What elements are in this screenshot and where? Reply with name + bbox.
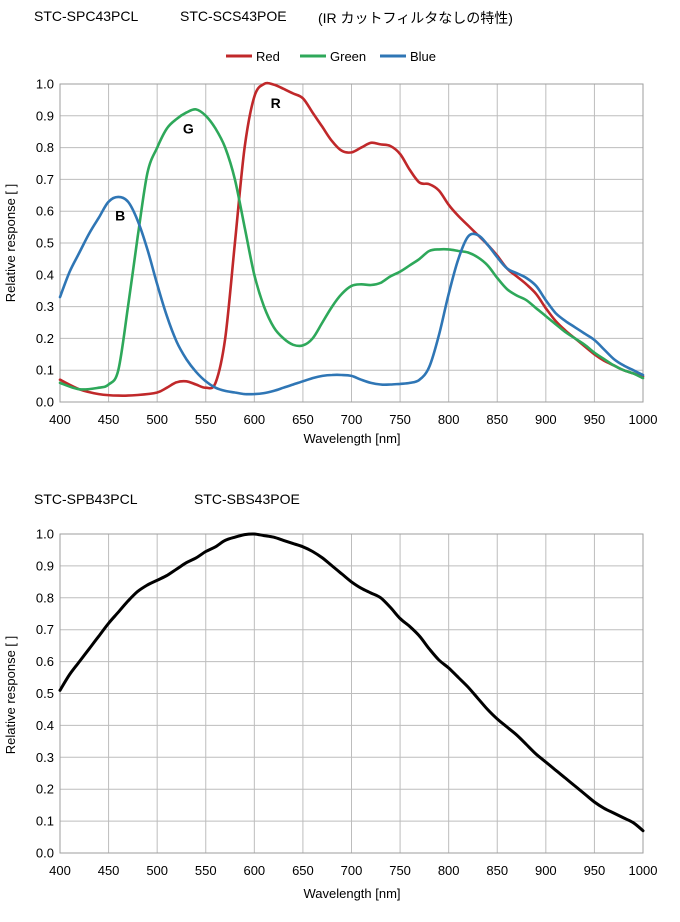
chart1-y-tick-label: 0.4 bbox=[36, 267, 54, 282]
chart2-y-tick-label: 0.2 bbox=[36, 782, 54, 797]
chart2-y-tick-label: 0.1 bbox=[36, 814, 54, 829]
chart1-y-axis-label: Relative response [ ] bbox=[3, 184, 18, 303]
model-name-color-a: STC-SPC43PCL bbox=[34, 8, 139, 24]
annotation-b: B bbox=[115, 208, 125, 224]
chart1-x-tick-label: 700 bbox=[341, 412, 363, 427]
chart2-y-tick-label: 0.7 bbox=[36, 622, 54, 637]
chart1-x-tick-label: 400 bbox=[49, 412, 71, 427]
chart2-series bbox=[58, 532, 645, 833]
chart1-x-tick-label: 800 bbox=[438, 412, 460, 427]
chart1-series-red-line bbox=[58, 81, 645, 397]
chart1-x-tick-label: 850 bbox=[486, 412, 508, 427]
chart1-frame bbox=[59, 83, 644, 403]
chart1-y-tick-label: 0.8 bbox=[36, 140, 54, 155]
chart1-legend: Red Green Blue bbox=[226, 49, 436, 64]
chart1-x-ticks: 400 450 500 550 600 650 700 750 800 850 900 950 1000 bbox=[49, 412, 657, 427]
chart2-x-tick-label: 400 bbox=[49, 863, 71, 878]
chart1-y-tick-label: 0.2 bbox=[36, 331, 54, 346]
chart2-y-tick-label: 0.9 bbox=[36, 558, 54, 573]
color-spectral-response-chart: 0.0 0.1 0.2 0.3 0.4 0.5 0.6 0.7 0.8 0.9 1.0 400 450… bbox=[3, 49, 657, 446]
annotation-g: G bbox=[183, 120, 194, 136]
chart2-x-tick-label: 700 bbox=[341, 863, 363, 878]
chart2-x-axis-label: Wavelength [nm] bbox=[303, 886, 400, 901]
chart1-x-tick-label: 550 bbox=[195, 412, 217, 427]
chart2-series-response-line bbox=[58, 532, 645, 833]
chart1-x-axis-label: Wavelength [nm] bbox=[303, 431, 400, 446]
chart2-frame bbox=[59, 533, 644, 854]
chart2-y-tick-label: 0.8 bbox=[36, 590, 54, 605]
chart2-grid bbox=[59, 533, 644, 854]
model-name-mono-a: STC-SPB43PCL bbox=[34, 491, 138, 507]
chart2-y-axis-label: Relative response [ ] bbox=[3, 636, 18, 755]
chart2-y-tick-label: 0.6 bbox=[36, 654, 54, 669]
chart1-x-tick-label: 900 bbox=[535, 412, 557, 427]
chart2-x-tick-label: 850 bbox=[486, 863, 508, 878]
chart1-x-tick-label: 750 bbox=[389, 412, 411, 427]
chart2-x-tick-label: 500 bbox=[146, 863, 168, 878]
chart2-x-tick-label: 750 bbox=[389, 863, 411, 878]
chart1-x-tick-label: 600 bbox=[243, 412, 265, 427]
chart1-y-tick-label: 0.1 bbox=[36, 363, 54, 378]
chart2-x-ticks: 400 450 500 550 600 650 700 750 800 850 900 950 1000 bbox=[49, 863, 657, 878]
chart2-x-tick-label: 650 bbox=[292, 863, 314, 878]
mono-spectral-response-chart: 0.0 0.1 0.2 0.3 0.4 0.5 0.6 0.7 0.8 0.9 1.0 400 450… bbox=[3, 527, 657, 902]
model-name-mono-b: STC-SBS43POE bbox=[194, 491, 300, 507]
chart1-y-tick-label: 0.3 bbox=[36, 299, 54, 314]
legend-label-green: Green bbox=[330, 49, 366, 64]
chart1-y-tick-label: 0.7 bbox=[36, 172, 54, 187]
chart1-series bbox=[58, 81, 645, 397]
chart1-y-ticks: 0.0 0.1 0.2 0.3 0.4 0.5 0.6 0.7 0.8 0.9 1.0 bbox=[36, 77, 54, 410]
model-name-color-b: STC-SCS43POE bbox=[180, 8, 287, 24]
chart1-y-tick-label: 0.9 bbox=[36, 108, 54, 123]
chart2-x-tick-label: 900 bbox=[535, 863, 557, 878]
chart1-y-tick-label: 1.0 bbox=[36, 77, 54, 92]
chart2-x-tick-label: 1000 bbox=[629, 863, 658, 878]
chart2-x-tick-label: 550 bbox=[195, 863, 217, 878]
chart1-x-tick-label: 500 bbox=[146, 412, 168, 427]
chart1-x-tick-label: 650 bbox=[292, 412, 314, 427]
chart2-x-tick-label: 600 bbox=[243, 863, 265, 878]
chart1-y-tick-label: 0.5 bbox=[36, 236, 54, 251]
chart1-annotations: R G B bbox=[115, 95, 281, 224]
chart1-x-tick-label: 450 bbox=[98, 412, 120, 427]
legend-label-blue: Blue bbox=[410, 49, 436, 64]
chart1-grid bbox=[59, 83, 644, 403]
chart1-y-tick-label: 0.6 bbox=[36, 204, 54, 219]
chart2-y-ticks: 0.0 0.1 0.2 0.3 0.4 0.5 0.6 0.7 0.8 0.9 1.0 bbox=[36, 527, 54, 861]
ir-cut-note: (IR カットフィルタなしの特性) bbox=[318, 10, 513, 26]
chart2-y-tick-label: 0.5 bbox=[36, 686, 54, 701]
chart2-y-tick-label: 0.3 bbox=[36, 750, 54, 765]
chart2-x-tick-label: 800 bbox=[438, 863, 460, 878]
chart2-y-tick-label: 1.0 bbox=[36, 527, 54, 542]
chart2-x-tick-label: 950 bbox=[584, 863, 606, 878]
chart1-x-tick-label: 1000 bbox=[629, 412, 658, 427]
chart1-series-blue-line bbox=[58, 195, 645, 396]
chart1-series-green-line bbox=[58, 108, 645, 391]
legend-label-red: Red bbox=[256, 49, 280, 64]
chart2-x-tick-label: 450 bbox=[98, 863, 120, 878]
chart2-y-tick-label: 0.0 bbox=[36, 846, 54, 861]
annotation-r: R bbox=[271, 95, 281, 111]
chart2-y-tick-label: 0.4 bbox=[36, 718, 54, 733]
chart1-x-tick-label: 950 bbox=[584, 412, 606, 427]
chart1-y-tick-label: 0.0 bbox=[36, 395, 54, 410]
